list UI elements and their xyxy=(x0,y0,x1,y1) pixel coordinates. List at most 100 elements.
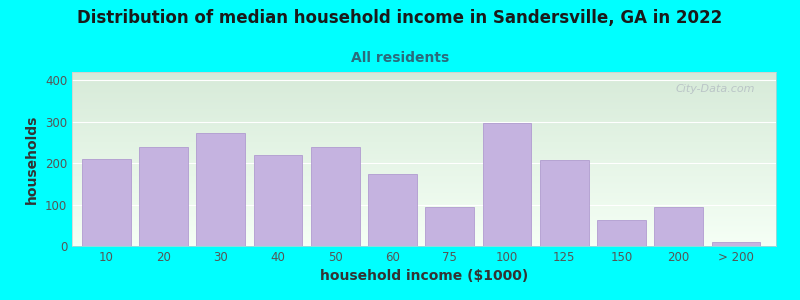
Bar xyxy=(72,169,776,170)
Bar xyxy=(72,226,776,227)
Bar xyxy=(72,158,776,159)
Bar xyxy=(72,130,776,131)
Bar xyxy=(72,143,776,144)
Bar xyxy=(72,225,776,226)
Bar xyxy=(72,166,776,167)
Y-axis label: households: households xyxy=(26,114,39,204)
Bar xyxy=(72,209,776,210)
Bar xyxy=(72,147,776,148)
Bar xyxy=(72,155,776,156)
Bar xyxy=(72,164,776,165)
Bar xyxy=(72,126,776,127)
Bar xyxy=(72,181,776,182)
Bar xyxy=(72,227,776,228)
Bar xyxy=(72,81,776,82)
Bar xyxy=(72,206,776,207)
Bar xyxy=(197,133,245,246)
Bar xyxy=(72,221,776,222)
Bar xyxy=(72,98,776,99)
Bar xyxy=(72,242,776,243)
Bar xyxy=(72,186,776,187)
Bar xyxy=(482,122,531,246)
Bar xyxy=(72,116,776,117)
Bar xyxy=(72,224,776,225)
Bar xyxy=(72,208,776,209)
Bar xyxy=(72,161,776,162)
Bar xyxy=(72,92,776,93)
Bar xyxy=(72,135,776,136)
Bar xyxy=(72,146,776,147)
Bar xyxy=(72,103,776,104)
Bar xyxy=(72,233,776,234)
Bar xyxy=(72,189,776,190)
Bar xyxy=(72,151,776,152)
Bar xyxy=(72,236,776,237)
Bar xyxy=(72,170,776,171)
Bar xyxy=(72,219,776,220)
Bar xyxy=(72,195,776,196)
Bar xyxy=(72,198,776,199)
Bar xyxy=(72,106,776,107)
Bar xyxy=(72,91,776,92)
Bar xyxy=(72,192,776,193)
Bar xyxy=(72,196,776,197)
Bar xyxy=(72,134,776,135)
Bar xyxy=(72,238,776,239)
Bar xyxy=(72,168,776,169)
Bar xyxy=(72,138,776,139)
Bar xyxy=(72,110,776,111)
Bar xyxy=(72,107,776,108)
Bar xyxy=(82,159,130,246)
Bar xyxy=(72,218,776,219)
Bar xyxy=(72,124,776,125)
Bar xyxy=(72,129,776,130)
Text: Distribution of median household income in Sandersville, GA in 2022: Distribution of median household income … xyxy=(78,9,722,27)
Bar xyxy=(72,101,776,102)
Bar xyxy=(72,145,776,146)
Bar xyxy=(72,190,776,191)
Bar xyxy=(72,241,776,242)
Bar xyxy=(426,208,474,246)
Bar xyxy=(72,152,776,153)
Bar xyxy=(72,230,776,231)
Bar xyxy=(654,208,703,246)
Bar xyxy=(72,86,776,87)
Bar xyxy=(72,169,776,170)
Bar xyxy=(72,240,776,241)
Bar xyxy=(72,239,776,240)
Bar xyxy=(712,242,760,246)
Bar xyxy=(72,115,776,116)
Bar xyxy=(72,99,776,100)
Bar xyxy=(72,94,776,95)
Bar xyxy=(72,156,776,157)
Bar xyxy=(72,214,776,215)
Bar xyxy=(72,80,776,81)
Bar xyxy=(72,140,776,141)
X-axis label: household income ($1000): household income ($1000) xyxy=(320,269,528,284)
Bar xyxy=(72,185,776,186)
Bar xyxy=(72,128,776,129)
Bar xyxy=(72,157,776,158)
Bar xyxy=(72,127,776,128)
Bar xyxy=(72,109,776,110)
Bar xyxy=(72,141,776,142)
Bar xyxy=(311,147,360,246)
Bar xyxy=(72,193,776,194)
Bar xyxy=(72,207,776,208)
Bar xyxy=(72,75,776,76)
Bar xyxy=(72,178,776,179)
Bar xyxy=(72,100,776,101)
Bar xyxy=(72,122,776,123)
Bar xyxy=(72,160,776,161)
Bar xyxy=(72,131,776,132)
Bar xyxy=(72,197,776,198)
Bar xyxy=(72,148,776,149)
Bar xyxy=(597,220,646,246)
Bar xyxy=(72,180,776,181)
Bar xyxy=(72,150,776,151)
Bar xyxy=(72,220,776,221)
Bar xyxy=(72,144,776,145)
Bar xyxy=(72,142,776,143)
Bar xyxy=(72,182,776,183)
Bar xyxy=(72,210,776,211)
